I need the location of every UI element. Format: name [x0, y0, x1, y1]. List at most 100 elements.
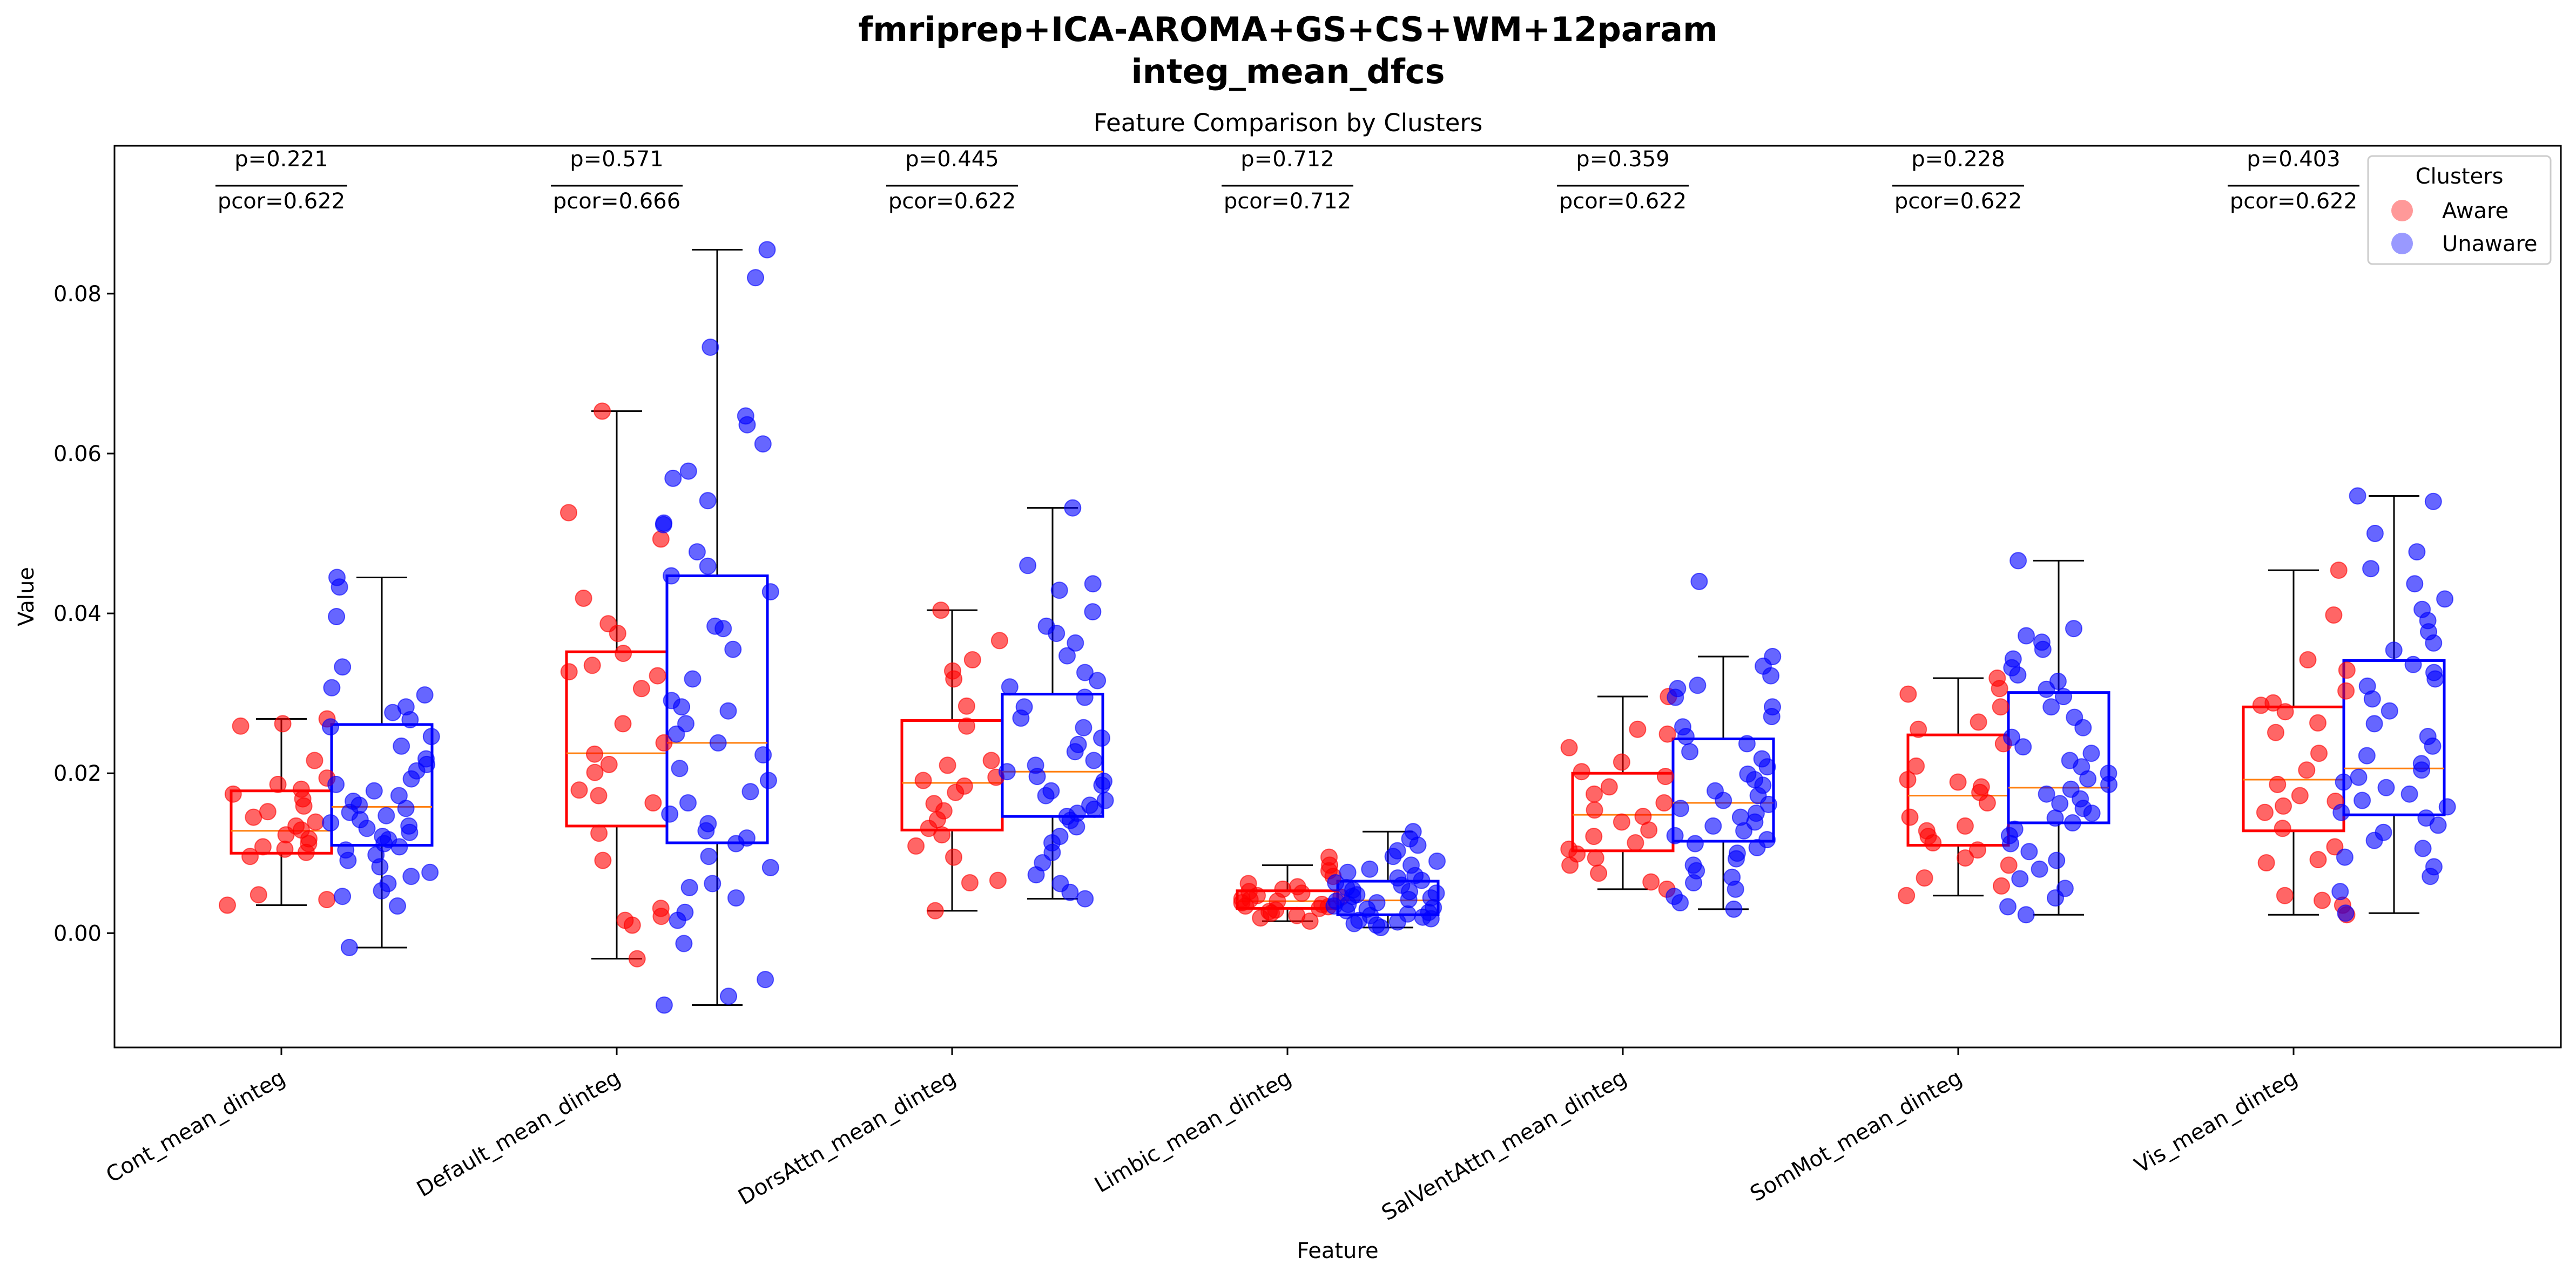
point-aware — [963, 651, 981, 668]
point-unaware — [2061, 752, 2079, 769]
point-aware — [1918, 822, 1936, 840]
point-aware — [232, 717, 249, 735]
point-unaware — [2381, 702, 2398, 720]
point-aware — [1968, 841, 1986, 859]
point-unaware — [1093, 729, 1110, 747]
point-unaware — [1095, 773, 1112, 790]
point-unaware — [2406, 575, 2424, 593]
point-unaware — [1671, 800, 1689, 817]
point-aware — [1656, 768, 1674, 786]
point-aware — [1289, 878, 1306, 896]
point-aware — [1613, 813, 1630, 831]
point-aware — [655, 734, 673, 752]
point-aware — [318, 891, 336, 909]
point-aware — [2309, 851, 2327, 869]
point-aware — [2000, 856, 2018, 874]
point-unaware — [761, 583, 779, 601]
point-unaware — [422, 728, 440, 746]
pcor-value-label: pcor=0.622 — [2230, 189, 2357, 214]
point-aware — [586, 763, 604, 781]
point-aware — [276, 840, 294, 858]
point-unaware — [688, 543, 706, 561]
point-aware — [652, 530, 670, 548]
point-unaware — [2100, 765, 2118, 782]
point-aware — [1590, 864, 1608, 882]
point-aware — [1613, 753, 1630, 771]
point-unaware — [1089, 672, 1107, 689]
point-aware — [2325, 606, 2343, 624]
point-aware — [1634, 808, 1652, 826]
point-unaware — [1690, 572, 1708, 590]
point-aware — [2274, 820, 2291, 837]
point-unaware — [1388, 842, 1406, 860]
point-unaware — [1068, 804, 1086, 822]
point-unaware — [679, 462, 697, 480]
point-aware — [583, 657, 601, 674]
point-unaware — [2362, 560, 2380, 578]
legend-label-unaware: Unaware — [2442, 232, 2538, 256]
point-unaware — [2014, 738, 2032, 756]
pcor-value-label: pcor=0.712 — [1224, 189, 1351, 214]
point-aware — [570, 781, 588, 799]
point-unaware — [2046, 809, 2064, 827]
point-unaware — [684, 670, 702, 688]
point-aware — [955, 777, 973, 795]
point-aware — [939, 756, 956, 774]
point-unaware — [2365, 715, 2383, 733]
point-unaware — [334, 888, 352, 905]
point-unaware — [2065, 620, 2082, 638]
point-aware — [1586, 785, 1603, 803]
point-unaware — [1085, 752, 1103, 769]
point-aware — [292, 780, 310, 798]
point-aware — [1658, 725, 1676, 743]
point-unaware — [2051, 795, 2069, 813]
point-unaware — [1404, 823, 1422, 841]
point-aware — [307, 813, 325, 831]
pcor-value-label: pcor=0.622 — [1559, 189, 1687, 214]
point-aware — [2257, 854, 2275, 871]
point-unaware — [1689, 677, 1707, 694]
point-unaware — [2349, 487, 2366, 505]
point-unaware — [2419, 728, 2437, 746]
point-unaware — [1058, 647, 1076, 665]
point-unaware — [2414, 840, 2432, 857]
point-aware — [652, 900, 670, 917]
point-aware — [614, 715, 632, 733]
point-unaware — [2336, 848, 2354, 866]
point-unaware — [328, 608, 346, 625]
point-unaware — [1739, 765, 1757, 783]
point-aware — [2298, 761, 2316, 779]
point-unaware — [397, 698, 415, 716]
point-unaware — [2400, 785, 2418, 803]
point-unaware — [655, 514, 673, 532]
point-unaware — [1084, 575, 1102, 593]
point-aware — [590, 787, 608, 804]
point-unaware — [1666, 827, 1684, 844]
axes-frame — [113, 145, 2562, 1049]
point-aware — [945, 848, 962, 866]
p-value-label: p=0.445 — [905, 147, 999, 172]
point-unaware — [702, 339, 719, 356]
point-aware — [1560, 840, 1578, 858]
point-unaware — [704, 875, 721, 892]
point-unaware — [2082, 745, 2100, 762]
point-unaware — [1681, 743, 1699, 761]
point-unaware — [1428, 853, 1446, 870]
point-unaware — [2062, 780, 2080, 798]
point-unaware — [1037, 617, 1055, 635]
point-aware — [1949, 773, 1967, 791]
point-unaware — [2438, 798, 2456, 816]
point-unaware — [1686, 835, 1704, 853]
point-unaware — [1075, 719, 1093, 736]
point-aware — [1239, 875, 1257, 892]
point-unaware — [377, 807, 395, 824]
point-unaware — [675, 935, 693, 952]
point-aware — [287, 817, 305, 835]
point-aware — [2326, 838, 2344, 856]
point-unaware — [2358, 747, 2376, 765]
pcor-value-label: pcor=0.622 — [218, 189, 345, 214]
point-unaware — [2412, 755, 2430, 773]
point-unaware — [322, 718, 339, 736]
point-unaware — [699, 492, 717, 510]
